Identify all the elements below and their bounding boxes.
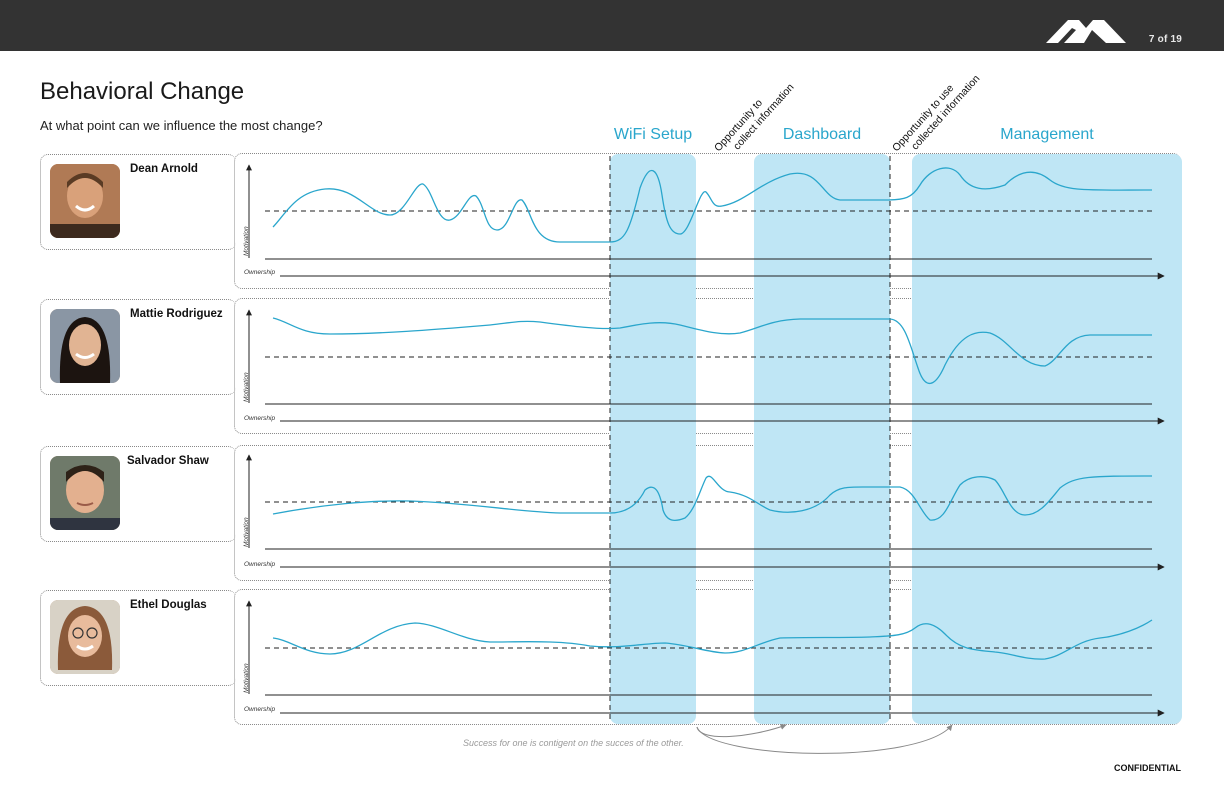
axis-x-label: Ownership — [244, 561, 276, 568]
axis-x-label: Ownership — [244, 706, 276, 713]
footnote: Success for one is contigent on the succ… — [463, 738, 684, 748]
persona-name: Salvador Shaw — [127, 455, 209, 467]
man-portrait-icon — [50, 456, 120, 530]
smiling-woman-portrait-icon — [50, 309, 120, 383]
persona-card-salvador-shaw: Salvador Shaw — [40, 446, 236, 542]
phase-label-wifi-setup: WiFi Setup — [613, 126, 693, 143]
persona-name: Dean Arnold — [130, 163, 198, 175]
axis-y-label: Motivation — [243, 226, 250, 256]
chart-panel-dean-arnold — [234, 153, 1181, 289]
opportunity-label-collect: Opportunity to collect information — [712, 81, 797, 155]
opportunity-label-use: Opportunity to use collected information — [890, 72, 983, 155]
persona-name: Ethel Douglas — [130, 599, 207, 611]
company-logo-icon — [1046, 20, 1126, 43]
page-subtitle: At what point can we influence the most … — [40, 118, 323, 133]
phase-label-management: Management — [1000, 126, 1094, 143]
axis-y-label: Motivation — [243, 663, 250, 693]
axis-x-label: Ownership — [244, 269, 276, 276]
page-indicator: 7 of 19 — [1148, 34, 1182, 45]
persona-card-mattie-rodriguez: Mattie Rodriguez — [40, 299, 236, 395]
connector-arrow-to-dashboard — [696, 724, 787, 738]
woman-glasses-portrait-icon — [50, 600, 120, 674]
axis-y-label: Motivation — [243, 372, 250, 402]
persona-name: Mattie Rodriguez — [130, 308, 223, 320]
connector-arrow-to-management — [696, 724, 953, 754]
chart-panel-mattie-rodriguez — [234, 298, 1181, 434]
phase-label-dashboard: Dashboard — [782, 126, 862, 143]
confidential-label: CONFIDENTIAL — [1114, 763, 1181, 773]
page-title: Behavioral Change — [40, 78, 245, 105]
persona-card-ethel-douglas: Ethel Douglas — [40, 590, 236, 686]
axis-x-label: Ownership — [244, 415, 276, 422]
top-bar: 7 of 19 — [0, 0, 1224, 51]
persona-card-dean-arnold: Dean Arnold — [40, 154, 236, 250]
smiling-man-portrait-icon — [50, 164, 120, 238]
chart-panel-salvador-shaw — [234, 445, 1181, 581]
axis-y-label: Motivation — [243, 517, 250, 547]
chart-panel-ethel-douglas — [234, 589, 1181, 725]
